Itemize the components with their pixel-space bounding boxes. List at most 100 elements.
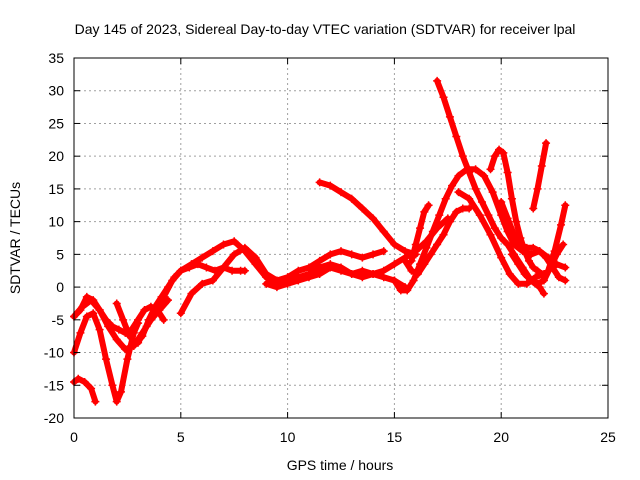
data-point	[458, 152, 467, 161]
y-axis-label: SDTVAR / TECUs	[7, 182, 23, 294]
data-point	[337, 247, 345, 256]
data-point	[78, 302, 87, 311]
data-point	[445, 217, 454, 226]
x-tick-label: 5	[177, 429, 185, 445]
data-point	[390, 240, 399, 249]
x-tick-label: 15	[387, 429, 403, 445]
data-point	[230, 237, 239, 246]
data-point	[480, 171, 489, 180]
series-arc-12	[407, 201, 433, 265]
data-point	[112, 335, 121, 344]
data-point	[176, 309, 185, 318]
data-point	[337, 266, 345, 275]
data-point	[486, 230, 495, 239]
data-point	[151, 309, 160, 318]
data-point	[379, 247, 388, 256]
data-point	[121, 345, 130, 354]
data-point	[82, 292, 91, 301]
data-point	[439, 93, 448, 102]
data-point	[219, 240, 228, 249]
data-point	[337, 188, 345, 197]
x-tick-label: 10	[280, 429, 296, 445]
data-point	[529, 204, 538, 213]
data-point	[413, 270, 422, 278]
data-point	[539, 289, 548, 298]
data-point	[520, 270, 529, 278]
data-point	[454, 171, 463, 180]
data-point	[104, 322, 113, 331]
data-point	[411, 240, 420, 249]
series-line	[316, 179, 419, 258]
data-point	[369, 270, 378, 278]
data-point	[102, 355, 111, 364]
data-point	[533, 184, 542, 193]
y-tick-label: 0	[56, 279, 64, 295]
data-point	[114, 325, 123, 334]
data-point	[497, 198, 506, 206]
data-point	[514, 279, 523, 288]
series-line	[71, 310, 142, 405]
data-point	[142, 322, 151, 331]
data-point	[535, 247, 544, 256]
data-point	[87, 384, 96, 393]
data-point	[379, 273, 388, 282]
data-point	[507, 250, 516, 259]
data-point	[198, 253, 207, 262]
data-point	[505, 270, 514, 278]
x-tick-label: 0	[70, 429, 78, 445]
y-tick-label: -15	[44, 377, 64, 393]
data-point	[80, 378, 89, 386]
data-point	[108, 381, 117, 390]
y-tick-label: -5	[52, 312, 65, 328]
data-point	[262, 279, 271, 288]
data-point	[465, 204, 474, 213]
y-tick-label: 5	[56, 246, 64, 262]
data-point	[503, 168, 512, 177]
x-tick-label: 20	[493, 429, 509, 445]
x-axis-label: GPS time / hours	[287, 457, 394, 473]
data-point	[486, 165, 495, 174]
grid-layer	[74, 58, 608, 418]
data-point	[304, 263, 313, 272]
data-point	[315, 270, 324, 278]
data-point	[524, 256, 533, 265]
data-point	[454, 188, 463, 197]
data-point	[441, 194, 450, 203]
data-point	[112, 299, 121, 308]
y-tick-label: 10	[48, 214, 64, 230]
data-point	[294, 276, 303, 285]
data-point	[465, 194, 474, 203]
data-point	[326, 250, 335, 259]
data-point	[448, 181, 457, 190]
plot-frame	[73, 57, 609, 419]
data-point	[475, 211, 484, 220]
data-point	[554, 273, 563, 282]
data-point	[522, 279, 531, 288]
data-point	[304, 273, 313, 282]
data-point	[116, 387, 125, 396]
data-point	[407, 256, 416, 265]
y-tick-label: -10	[44, 345, 64, 361]
y-tick-label: 30	[48, 83, 64, 99]
data-point	[497, 253, 506, 262]
data-point	[208, 276, 217, 285]
data-point	[490, 152, 499, 161]
data-point	[140, 306, 149, 314]
data-point	[95, 306, 104, 314]
data-point	[401, 247, 410, 256]
data-point	[262, 270, 271, 278]
data-point	[159, 292, 168, 301]
data-point	[503, 214, 512, 223]
data-point	[557, 220, 566, 229]
data-point	[471, 184, 480, 193]
data-point	[159, 315, 168, 324]
data-point	[471, 165, 480, 174]
data-point	[416, 224, 425, 233]
data-point	[369, 250, 378, 259]
data-point	[445, 112, 454, 121]
data-point	[424, 201, 433, 210]
data-point	[559, 240, 568, 249]
data-point	[119, 315, 128, 324]
data-point	[358, 266, 367, 275]
y-tick-label: 25	[48, 115, 64, 131]
